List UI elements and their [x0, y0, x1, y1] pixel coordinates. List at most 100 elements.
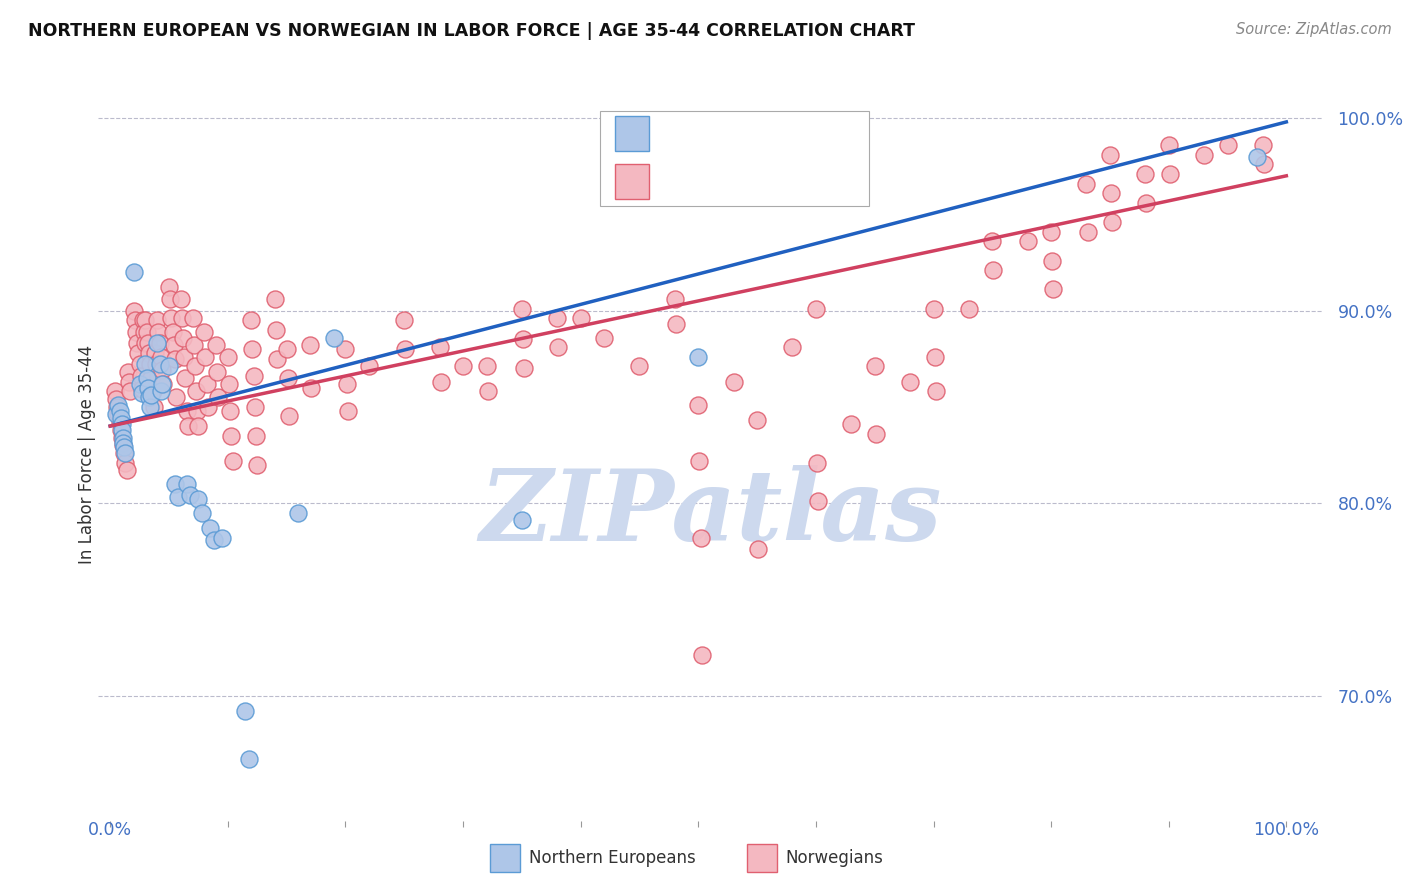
Point: [513, 361, 536, 376]
Point: [128, 358, 150, 372]
Point: [150, 363, 173, 377]
Point: [202, 533, 225, 547]
Point: [112, 446, 135, 460]
Point: [510, 301, 533, 316]
Point: [124, 313, 146, 327]
Point: [159, 292, 181, 306]
Point: [125, 325, 148, 339]
Point: [108, 415, 131, 429]
Point: [336, 376, 359, 391]
Point: [1251, 138, 1274, 153]
Point: [394, 342, 416, 356]
Point: [146, 313, 169, 327]
Point: [664, 292, 686, 306]
Point: [925, 384, 948, 399]
Point: [782, 340, 804, 354]
Point: [170, 311, 193, 326]
Point: [142, 400, 165, 414]
Point: [186, 403, 208, 417]
Point: [172, 330, 194, 344]
Point: [1216, 138, 1239, 153]
Point: [898, 375, 921, 389]
Point: [134, 313, 156, 327]
Point: [184, 359, 207, 374]
Text: Norwegians: Norwegians: [786, 849, 884, 867]
Point: [1135, 195, 1157, 210]
Point: [299, 380, 322, 394]
Point: [135, 325, 157, 339]
Point: [569, 311, 592, 326]
Point: [205, 338, 228, 352]
Point: [198, 521, 221, 535]
FancyBboxPatch shape: [600, 112, 869, 206]
Point: [149, 384, 172, 399]
Point: [107, 408, 129, 422]
Point: [163, 476, 186, 491]
Point: [1253, 157, 1275, 171]
Point: [108, 403, 131, 417]
Point: [163, 338, 186, 352]
Point: [922, 301, 945, 316]
Point: [105, 392, 128, 406]
Point: [194, 350, 217, 364]
Point: [357, 359, 380, 374]
Point: [865, 426, 887, 441]
Point: [122, 303, 145, 318]
Text: 0.471: 0.471: [702, 170, 758, 188]
Point: [115, 463, 138, 477]
Point: [924, 350, 946, 364]
Point: [105, 408, 128, 422]
Point: [139, 358, 162, 372]
Point: [173, 350, 195, 364]
Point: [211, 531, 233, 545]
Point: [112, 431, 135, 445]
Point: [451, 359, 474, 374]
Point: [152, 376, 174, 391]
Point: [747, 542, 769, 557]
Point: [176, 403, 198, 417]
Point: [547, 340, 569, 354]
Point: [205, 365, 228, 379]
FancyBboxPatch shape: [614, 116, 648, 152]
Point: [242, 369, 264, 384]
Point: [243, 400, 266, 414]
Point: [177, 419, 200, 434]
FancyBboxPatch shape: [614, 164, 648, 199]
Point: [1159, 167, 1181, 181]
Point: [264, 323, 287, 337]
Point: [134, 358, 156, 372]
Point: [839, 417, 862, 431]
Point: [804, 301, 827, 316]
Point: [1040, 253, 1063, 268]
Point: [145, 358, 167, 372]
Point: [593, 330, 616, 344]
Text: Northern Europeans: Northern Europeans: [529, 849, 696, 867]
Point: [181, 311, 204, 326]
Point: [1017, 234, 1039, 248]
Point: [957, 301, 980, 316]
Point: [117, 365, 139, 379]
Point: [187, 492, 209, 507]
Point: [120, 384, 142, 399]
Text: 100.0%: 100.0%: [1253, 821, 1319, 838]
Point: [207, 390, 229, 404]
Point: [112, 436, 135, 450]
Point: [179, 488, 201, 502]
Text: ZIPatlas: ZIPatlas: [479, 466, 941, 562]
Text: 141: 141: [793, 170, 831, 188]
Point: [150, 376, 173, 391]
Point: [149, 336, 172, 351]
Point: [287, 506, 309, 520]
Point: [266, 351, 288, 366]
Text: N =: N =: [756, 122, 797, 141]
Point: [1098, 147, 1121, 161]
Text: R =: R =: [664, 122, 703, 141]
Point: [191, 506, 214, 520]
Point: [138, 390, 160, 404]
Point: [114, 446, 136, 460]
Point: [983, 263, 1005, 277]
Text: Source: ZipAtlas.com: Source: ZipAtlas.com: [1236, 22, 1392, 37]
Text: N =: N =: [756, 170, 797, 188]
Point: [665, 317, 688, 331]
Point: [688, 398, 710, 412]
